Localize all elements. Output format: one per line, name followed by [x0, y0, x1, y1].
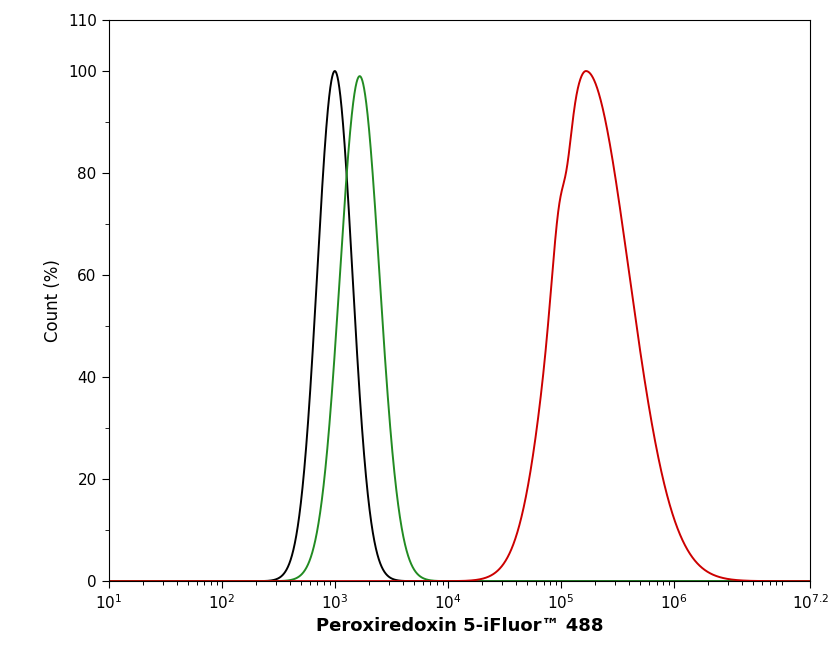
- Y-axis label: Count (%): Count (%): [44, 259, 63, 342]
- X-axis label: Peroxiredoxin 5-iFluor™ 488: Peroxiredoxin 5-iFluor™ 488: [316, 617, 603, 635]
